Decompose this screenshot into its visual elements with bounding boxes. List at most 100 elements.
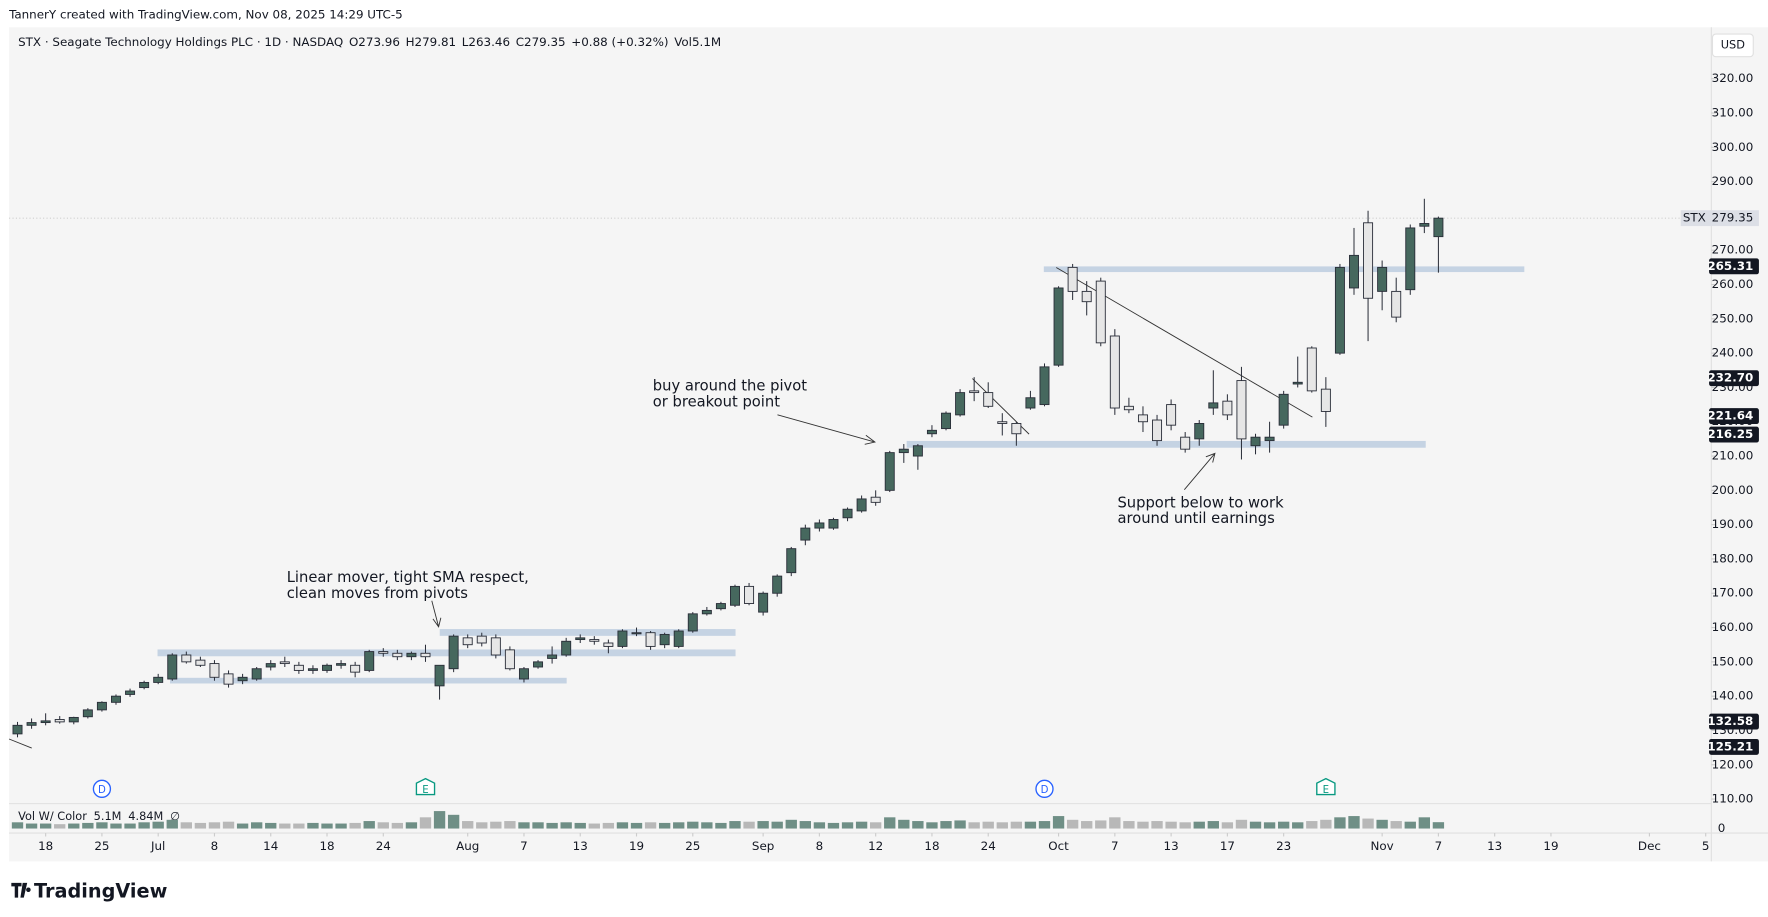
annotation: or breakout point (653, 393, 780, 410)
candle-body (237, 676, 248, 682)
candle-body (898, 448, 909, 454)
credit: TannerY created with TradingView.com, No… (8, 7, 403, 21)
event-label: E (422, 785, 428, 796)
low: L263.46 (462, 35, 510, 49)
volume-bar (68, 823, 80, 829)
volume-bar (1207, 821, 1219, 829)
volume-bar (462, 821, 474, 829)
candle-body (814, 522, 825, 529)
candle-body (1349, 254, 1359, 289)
candle-body (1391, 290, 1402, 318)
x-tick-label: 25 (94, 839, 109, 853)
volume-bar (1432, 822, 1445, 829)
volume-bar (1404, 821, 1416, 829)
price-tag (1709, 258, 1759, 275)
candle-body (673, 630, 684, 647)
x-tick-label: 14 (263, 839, 278, 853)
candle-body (1011, 423, 1022, 435)
volume-bar (419, 817, 432, 829)
volume-last: 5.1M (94, 809, 122, 823)
volume-bar (1292, 822, 1304, 829)
volume-average: 4.84M (128, 809, 163, 823)
volume-bar (546, 822, 558, 829)
candle-body (68, 716, 79, 723)
volume-bar (180, 822, 192, 829)
x-tick-label: 25 (685, 839, 700, 853)
event-marker (1316, 777, 1336, 796)
candle-body (167, 654, 178, 680)
volume-bar (912, 821, 924, 829)
volume-bar (799, 821, 812, 829)
volume-bar (1193, 821, 1205, 829)
volume-bar (1165, 821, 1177, 829)
volume-bar (518, 822, 530, 829)
volume-bar (279, 823, 291, 829)
event-marker (1035, 779, 1054, 799)
volume-bar (476, 822, 488, 829)
high: H279.81 (406, 35, 457, 49)
candle-body (350, 664, 361, 673)
volume-bar (363, 821, 375, 829)
price-tag (1709, 738, 1759, 755)
volume-bar (1179, 822, 1191, 829)
candle-body (758, 592, 769, 613)
x-tick-label: Nov (1371, 839, 1394, 853)
candle-body (631, 632, 642, 635)
volume-bar (940, 821, 952, 829)
volume-bar (954, 820, 966, 829)
volume-bar (96, 822, 108, 829)
volume-bar (1390, 821, 1402, 829)
candle-body (870, 496, 881, 503)
volume-bar (1081, 821, 1093, 829)
y-tick-label: 270.00 (1712, 243, 1754, 257)
volume-bar (166, 819, 178, 829)
candle-body (1264, 436, 1275, 442)
candle-body (110, 695, 121, 703)
volume-bar (138, 822, 150, 829)
x-tick-label: Jul (150, 839, 165, 853)
candle-body (1236, 380, 1247, 440)
candle-body (1278, 393, 1289, 426)
x-tick-label: 18 (924, 839, 939, 853)
x-tick-label: 18 (319, 839, 334, 853)
volume-bar (377, 822, 389, 829)
volume-bar (771, 821, 783, 829)
price-tag (1709, 408, 1759, 425)
candle-body (561, 640, 572, 656)
volume-bar (124, 823, 136, 829)
volume-bar (321, 823, 333, 829)
logo: TradingView (11, 880, 168, 903)
volume-bar (1109, 817, 1121, 829)
candle-body (547, 654, 558, 659)
candle-body (884, 452, 895, 491)
x-tick-label: 24 (376, 839, 391, 853)
volume-bar (644, 822, 657, 829)
volume-bar (25, 823, 38, 829)
volume-bar (588, 823, 600, 829)
candle-body (1222, 400, 1233, 416)
volume-bar (1306, 821, 1318, 829)
candle-body (1180, 436, 1191, 450)
candle-body (1123, 405, 1134, 411)
candle-body (265, 663, 276, 668)
volume-bar (813, 822, 826, 829)
volume-bar (1221, 822, 1234, 829)
candle-body (603, 642, 614, 647)
annotation: Linear mover, tight SMA respect, (287, 569, 529, 586)
candle-body (926, 429, 937, 435)
price-tag (1709, 370, 1759, 387)
candle-body (378, 651, 389, 654)
currency[interactable]: USD (1721, 37, 1745, 51)
candle-body (420, 652, 431, 658)
zone (906, 440, 1426, 448)
volume-bar (1095, 820, 1107, 829)
change: +0.88 (+0.32%) (571, 35, 668, 49)
candle-body (223, 673, 234, 685)
volume-bar (54, 824, 66, 829)
candle-body (856, 498, 867, 512)
candle-body (1433, 217, 1444, 238)
currency-box[interactable] (1711, 33, 1754, 58)
event-label: D (1041, 785, 1049, 796)
event-marker (415, 777, 436, 796)
